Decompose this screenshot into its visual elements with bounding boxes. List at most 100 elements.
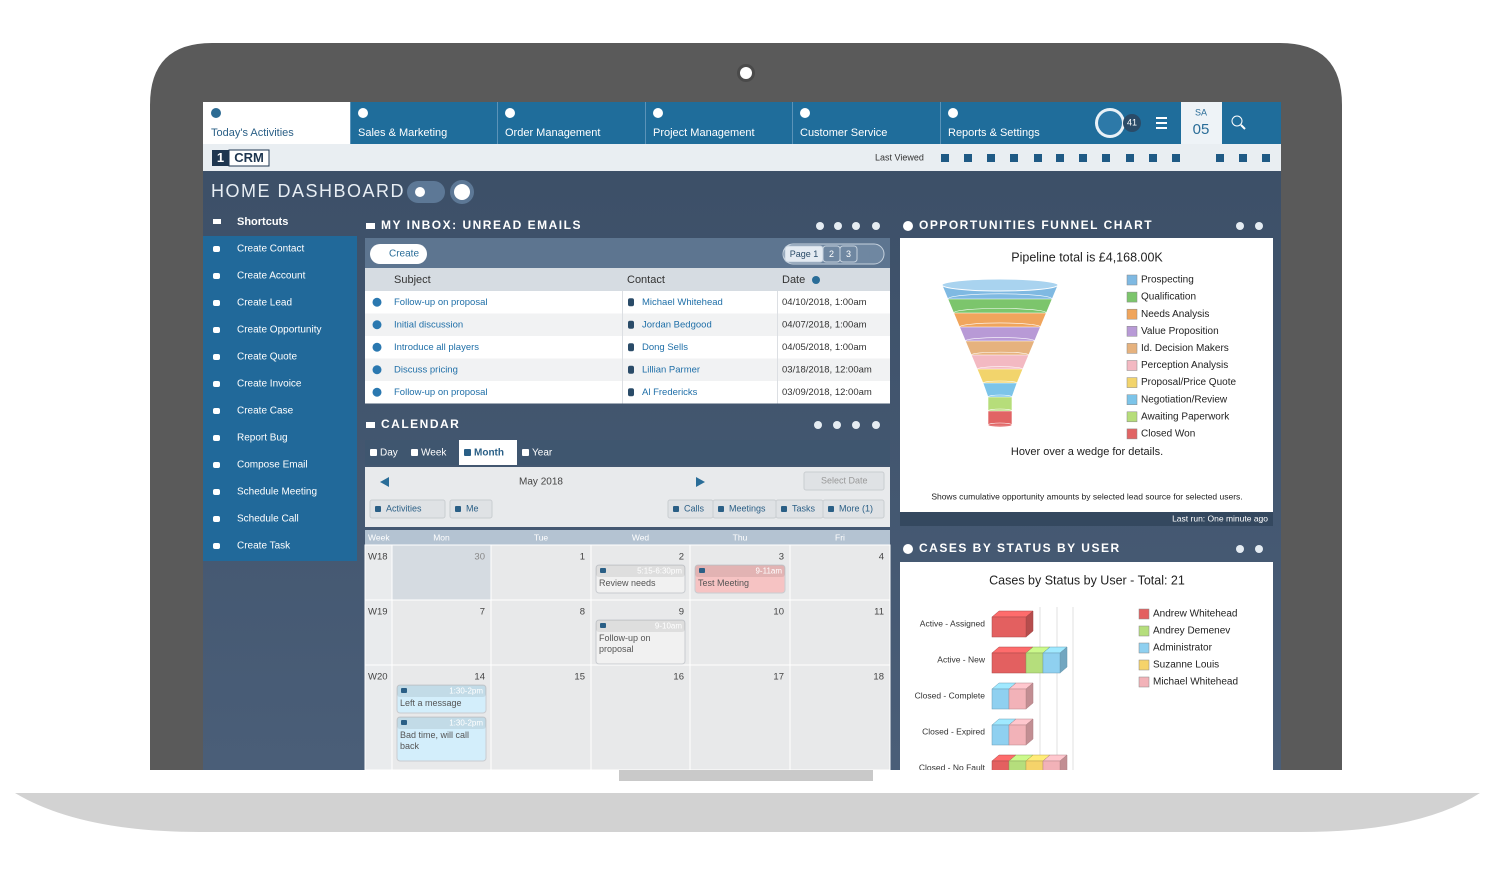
bar[interactable] xyxy=(991,724,1010,746)
nav-tab[interactable] xyxy=(645,102,792,144)
shortcut-link[interactable]: Create Lead xyxy=(237,298,292,309)
subject-link[interactable]: Initial discussion xyxy=(394,319,463,330)
shortcut-link[interactable]: Create Task xyxy=(237,541,291,552)
day-cell[interactable] xyxy=(590,664,691,770)
shortcut-link[interactable]: Create Contact xyxy=(237,244,304,255)
bar[interactable] xyxy=(991,652,1027,674)
type-button-label[interactable]: Calls xyxy=(684,503,705,513)
recent-item[interactable] xyxy=(1056,154,1064,162)
subject-link[interactable]: Follow-up on proposal xyxy=(394,297,487,308)
bar[interactable] xyxy=(991,760,1010,781)
bar[interactable] xyxy=(991,688,1010,710)
inbox-row[interactable] xyxy=(365,336,890,359)
prev-arrow[interactable] xyxy=(380,477,389,487)
page-button[interactable] xyxy=(839,245,858,263)
type-button-label[interactable]: Tasks xyxy=(792,503,816,513)
recent-item[interactable] xyxy=(1010,154,1018,162)
recent-item[interactable] xyxy=(1239,154,1247,162)
shortcut-link[interactable]: Compose Email xyxy=(237,460,308,471)
filter-button-label[interactable]: Me xyxy=(466,503,479,513)
search-button[interactable] xyxy=(1222,102,1281,144)
inbox-row[interactable] xyxy=(365,313,890,337)
shortcut-link[interactable]: Schedule Call xyxy=(237,514,299,525)
recent-item[interactable] xyxy=(1262,154,1270,162)
day-cell[interactable] xyxy=(391,599,492,666)
shortcut-link[interactable]: Report Bug xyxy=(237,433,288,444)
recent-item[interactable] xyxy=(1126,154,1134,162)
recent-item[interactable] xyxy=(964,154,972,162)
filter-button-label[interactable]: Activities xyxy=(386,503,422,513)
tab-label[interactable]: Today's Activities xyxy=(211,127,294,139)
day-cell[interactable] xyxy=(789,599,891,666)
day-cell[interactable] xyxy=(490,599,592,666)
contact-link[interactable]: Al Fredericks xyxy=(642,387,698,398)
recent-item[interactable] xyxy=(1034,154,1042,162)
nav-tab[interactable] xyxy=(940,102,1088,144)
bar[interactable] xyxy=(1025,652,1044,674)
tab-label[interactable]: Customer Service xyxy=(800,127,887,139)
tab-label[interactable]: Order Management xyxy=(505,127,600,139)
settings-button[interactable] xyxy=(407,181,445,203)
inbox-row[interactable] xyxy=(365,291,890,314)
column-header[interactable]: Date xyxy=(782,274,805,286)
create-button[interactable] xyxy=(370,244,427,264)
nav-tab[interactable] xyxy=(497,102,645,144)
column-header[interactable]: Subject xyxy=(394,274,431,286)
view-tab[interactable]: Year xyxy=(532,448,553,459)
day-cell[interactable] xyxy=(789,664,891,770)
nav-tab[interactable] xyxy=(350,102,497,144)
recent-item[interactable] xyxy=(1172,154,1180,162)
subject-link[interactable]: Discuss pricing xyxy=(394,364,458,375)
bar[interactable] xyxy=(1042,652,1061,674)
tab-label[interactable]: Reports & Settings xyxy=(948,127,1040,139)
inbox-row[interactable] xyxy=(365,358,890,382)
type-button[interactable] xyxy=(822,499,885,519)
scrollbar[interactable] xyxy=(619,770,873,781)
bar[interactable] xyxy=(1042,760,1061,781)
page-label[interactable]: Page 1 xyxy=(790,249,819,259)
shortcut-link[interactable]: Create Case xyxy=(237,406,294,417)
recent-item[interactable] xyxy=(987,154,995,162)
event[interactable] xyxy=(396,684,487,714)
shortcut-link[interactable]: Create Invoice xyxy=(237,379,302,390)
notification-count[interactable]: 41 xyxy=(1127,117,1137,127)
tab-label[interactable]: Project Management xyxy=(653,127,755,139)
page-label[interactable]: 3 xyxy=(846,249,851,259)
day-cell[interactable] xyxy=(391,544,492,601)
contact-link[interactable]: Dong Sells xyxy=(642,342,688,353)
type-button-label[interactable]: Meetings xyxy=(729,503,766,513)
event[interactable] xyxy=(595,619,686,665)
create-label[interactable]: Create xyxy=(389,249,419,260)
page-label[interactable]: 2 xyxy=(829,249,834,259)
inbox-row[interactable] xyxy=(365,381,890,404)
type-button-label[interactable]: More (1) xyxy=(839,503,873,513)
subject-link[interactable]: Introduce all players xyxy=(394,342,479,353)
subject-link[interactable]: Follow-up on proposal xyxy=(394,387,487,398)
event[interactable] xyxy=(694,564,786,594)
day-cell[interactable] xyxy=(490,544,592,601)
event[interactable] xyxy=(396,716,487,762)
bar[interactable] xyxy=(1025,760,1044,781)
bar[interactable] xyxy=(1008,688,1027,710)
shortcut-link[interactable]: Schedule Meeting xyxy=(237,487,317,498)
recent-item[interactable] xyxy=(941,154,949,162)
shortcut-link[interactable]: Create Account xyxy=(237,271,306,282)
recent-item[interactable] xyxy=(1102,154,1110,162)
contact-link[interactable]: Jordan Bedgood xyxy=(642,319,712,330)
tab-label[interactable]: Sales & Marketing xyxy=(358,127,447,139)
filter-button[interactable] xyxy=(369,499,446,519)
view-tab[interactable]: Week xyxy=(421,448,447,459)
shortcut-link[interactable]: Create Opportunity xyxy=(237,325,322,336)
recent-item[interactable] xyxy=(1216,154,1224,162)
bar[interactable] xyxy=(991,616,1027,638)
bar[interactable] xyxy=(1008,724,1027,746)
contact-link[interactable]: Michael Whitehead xyxy=(642,297,723,308)
select-date[interactable] xyxy=(803,471,885,491)
bar[interactable] xyxy=(1008,760,1027,781)
day-cell[interactable] xyxy=(789,544,891,601)
recent-item[interactable] xyxy=(1149,154,1157,162)
filter-button[interactable] xyxy=(449,499,493,519)
nav-tab[interactable] xyxy=(792,102,940,144)
view-tab[interactable]: Day xyxy=(380,448,398,459)
day-cell[interactable] xyxy=(490,664,592,770)
